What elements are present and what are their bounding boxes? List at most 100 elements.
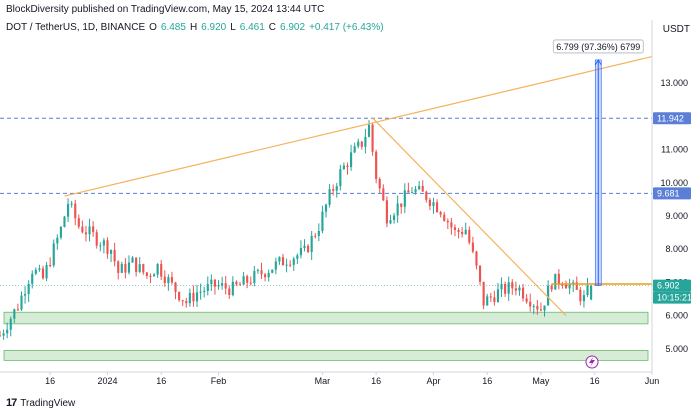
candle-body	[350, 152, 353, 168]
candle-body	[536, 306, 539, 310]
candle-body	[242, 276, 245, 285]
time-tick-label: Feb	[211, 376, 227, 386]
candle-body	[403, 190, 406, 207]
time-tick-label: Jun	[645, 376, 660, 386]
candle-body	[120, 263, 123, 273]
price-tick-label: 5.000	[665, 344, 688, 354]
symbol-info-bar: DOT / TetherUS, 1D, BINANCE O 6.485 H 6.92…	[6, 22, 384, 33]
candle-body	[511, 282, 514, 289]
footer: 17 TradingView	[6, 397, 75, 409]
candle-body	[31, 273, 34, 284]
candle-body	[124, 263, 127, 273]
candle-body	[289, 264, 292, 266]
candle-body	[471, 242, 474, 252]
candle-body	[70, 203, 73, 205]
publisher-line: BlockDiversity published on TradingView.…	[6, 4, 325, 15]
support-zone	[3, 311, 649, 325]
candle-body	[59, 226, 62, 238]
candle-body	[532, 306, 535, 308]
level-mid-tag-box	[653, 187, 691, 200]
candle-body	[328, 189, 331, 205]
candle-body	[135, 257, 138, 273]
candle-body	[504, 284, 507, 294]
candle-body	[264, 274, 267, 278]
candle-body	[496, 289, 500, 303]
candle-body	[525, 298, 528, 302]
candle-body	[482, 281, 485, 306]
open-label: O	[149, 22, 157, 33]
candle-body	[575, 282, 578, 290]
candle-body	[346, 165, 349, 168]
candle-body	[586, 285, 589, 296]
candle-body	[109, 250, 113, 254]
candle-body	[396, 203, 399, 216]
candles	[0, 120, 593, 340]
candle-body	[238, 284, 242, 286]
candle-body	[590, 285, 593, 300]
change-value: +0.417 (+6.43%)	[309, 22, 384, 33]
brand-name: TradingView	[20, 397, 76, 409]
candle-body	[221, 283, 224, 286]
candle-body	[314, 235, 317, 237]
level-high-tag: 11.942	[657, 113, 684, 123]
candle-body	[299, 248, 302, 256]
candle-body	[106, 240, 109, 254]
candle-body	[507, 282, 510, 294]
candle-body	[99, 245, 102, 247]
low-label: L	[230, 22, 236, 33]
close-label: C	[268, 22, 277, 33]
candle-body	[450, 222, 453, 228]
candle-body	[342, 165, 345, 170]
candle-body	[547, 285, 550, 306]
open-value: 6.485	[160, 22, 186, 33]
price-tick-label: 9.000	[665, 211, 688, 221]
candle-body	[24, 294, 27, 296]
candle-body	[529, 301, 532, 307]
candle-body	[439, 212, 442, 215]
candle-body	[188, 292, 191, 304]
horizontal-levels	[0, 117, 652, 194]
candle-body	[285, 264, 288, 266]
candle-body	[149, 275, 152, 277]
candle-body	[95, 232, 98, 246]
candle-body	[389, 220, 392, 224]
candle-body	[267, 272, 270, 278]
candle-body	[357, 141, 360, 147]
candle-body	[156, 263, 159, 275]
candle-body	[446, 220, 449, 223]
candle-body	[77, 218, 80, 227]
high-label: H	[189, 22, 198, 33]
candle-body	[518, 287, 521, 291]
candle-body	[63, 216, 66, 227]
candle-body	[81, 226, 84, 233]
candle-body	[246, 276, 249, 283]
candle-body	[170, 277, 174, 283]
tradingview-logo-icon[interactable]: 17	[6, 397, 17, 409]
candle-body	[475, 251, 478, 266]
candle-body	[34, 269, 37, 274]
candle-body	[274, 261, 277, 270]
candle-body	[20, 295, 23, 310]
candle-body	[310, 235, 313, 253]
candle-body	[2, 333, 5, 336]
bolt-icon[interactable]	[585, 355, 599, 369]
trendline	[372, 117, 567, 316]
candle-body	[228, 288, 231, 296]
candle-body	[131, 257, 134, 263]
candle-body	[421, 186, 424, 192]
current-price-tag-box	[653, 279, 691, 292]
candle-body	[16, 309, 19, 311]
candle-body	[317, 231, 320, 236]
candle-body	[543, 305, 546, 311]
candle-body	[435, 202, 439, 213]
trendline	[64, 56, 653, 197]
candle-body	[392, 215, 396, 221]
candle-body	[385, 200, 388, 224]
time-axis: 16 2024 16 Feb Mar 16 Apr 16 May 16 Jun	[0, 371, 660, 386]
candle-body	[486, 296, 489, 306]
support-zones	[3, 311, 649, 361]
symbol-name[interactable]: DOT / TetherUS, 1D, BINANCE	[6, 22, 146, 33]
candle-body	[550, 285, 553, 290]
candle-body	[539, 309, 543, 311]
